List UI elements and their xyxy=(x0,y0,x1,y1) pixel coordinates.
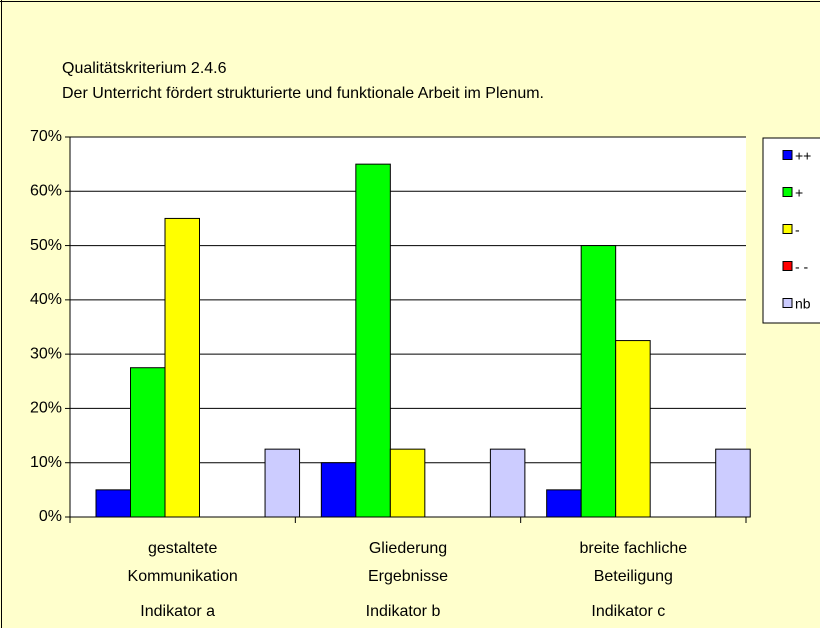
legend-swatch xyxy=(782,187,793,197)
legend-swatch xyxy=(782,150,793,160)
legend-swatch xyxy=(782,224,793,234)
bar xyxy=(355,163,391,518)
y-tick-label: 50% xyxy=(30,237,62,254)
y-tick-label: 0% xyxy=(39,508,62,525)
y-tick-label: 20% xyxy=(30,400,62,417)
legend-label: ++ xyxy=(795,148,811,164)
legend-swatch xyxy=(782,298,793,308)
y-tick-label: 70% xyxy=(30,128,62,145)
x-tick-label: gestaltete xyxy=(148,540,217,557)
bar xyxy=(164,217,200,518)
legend-label: - - xyxy=(795,259,809,275)
chart-title: Qualitätskriterium 2.4.6 xyxy=(62,60,227,77)
bar xyxy=(320,462,357,518)
y-tick-label: 60% xyxy=(30,183,62,200)
x-group-label: Indikator c xyxy=(591,603,665,620)
bar xyxy=(489,448,526,518)
x-tick-label: Gliederung xyxy=(369,540,447,557)
y-tick-label: 30% xyxy=(30,345,62,362)
bar xyxy=(130,367,166,518)
legend-label: nb xyxy=(795,296,811,312)
bar xyxy=(615,340,651,518)
chart-subtitle: Der Unterricht fördert strukturierte und… xyxy=(62,85,544,102)
bar xyxy=(264,448,301,518)
bar xyxy=(95,489,131,518)
x-tick-label: breite fachliche xyxy=(580,540,688,557)
bar xyxy=(580,245,617,518)
legend-label: - xyxy=(795,222,800,238)
x-tick-label: Kommunikation xyxy=(128,568,238,585)
x-group-label: Indikator b xyxy=(366,603,441,620)
bar xyxy=(715,448,751,518)
x-tick-label: Ergebnisse xyxy=(368,568,448,585)
legend-swatch xyxy=(782,261,793,271)
y-tick-label: 10% xyxy=(30,454,62,471)
bar xyxy=(389,448,426,518)
x-tick-label: Beteiligung xyxy=(594,568,673,585)
y-tick-label: 40% xyxy=(30,291,62,308)
legend-label: + xyxy=(795,185,803,201)
x-group-label: Indikator a xyxy=(140,603,215,620)
bar xyxy=(546,489,582,518)
